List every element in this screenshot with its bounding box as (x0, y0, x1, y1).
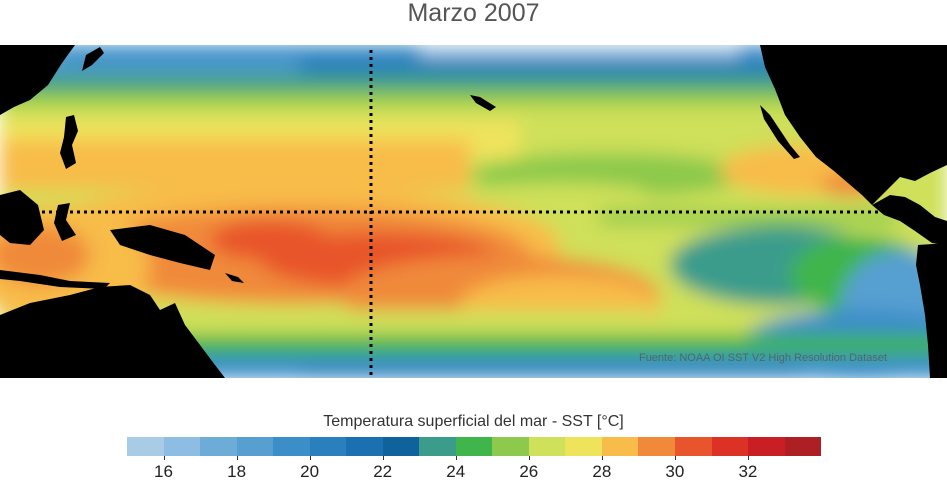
land-java-chain (0, 270, 110, 289)
colorbar-tick-label: 32 (738, 462, 758, 481)
colorbar-tick-label: 18 (227, 462, 247, 481)
colorbar-tick-label: 26 (519, 462, 539, 481)
colorbar-tick-mark (747, 456, 749, 460)
colorbar-bin (674, 437, 712, 456)
colorbar-tick-mark (236, 456, 238, 460)
colorbar-bin (163, 437, 201, 456)
land-cuba (870, 93, 930, 108)
land-baja (760, 105, 800, 159)
colorbar-tick-mark (601, 456, 603, 460)
sst-map: Fuente: NOAA OI SST V2 High Resolution D… (0, 45, 947, 378)
colorbar-bin (127, 437, 164, 456)
colorbar-tick-label: 16 (154, 462, 173, 481)
land-new-guinea (110, 225, 215, 270)
colorbar-tick-mark (382, 456, 384, 460)
colorbar-bin (601, 437, 639, 456)
land-solomon (225, 273, 244, 283)
colorbar-bin (748, 437, 785, 456)
land-hispaniola (934, 105, 947, 115)
colorbar-bin (273, 437, 310, 456)
land-south-america (916, 243, 947, 378)
colorbar-tick-label: 30 (665, 462, 685, 481)
colorbar-tick-mark (528, 456, 530, 460)
colorbar-bin (346, 437, 383, 456)
land-asia (0, 45, 75, 115)
colorbar-bin (784, 437, 822, 456)
colorbar-bin (309, 437, 347, 456)
colorbar-label: Temperatura superficial del mar - SST [°… (323, 413, 624, 430)
land-masses (0, 45, 947, 378)
colorbar-tick-label: 28 (592, 462, 612, 481)
land-north-america (760, 45, 947, 205)
colorbar-ticks: 16 18 20 22 24 26 28 30 32 (0, 456, 947, 481)
colorbar-tick-mark (455, 456, 457, 460)
colorbar-bin (455, 437, 493, 456)
land-central-america (872, 195, 947, 245)
colorbar (127, 437, 822, 456)
colorbar-tick-label: 24 (446, 462, 466, 481)
colorbar-bin (382, 437, 420, 456)
colorbar-bin (200, 437, 237, 456)
map-title: Marzo 2007 (407, 0, 540, 27)
land-borneo (0, 190, 44, 245)
colorbar-tick-label: 20 (300, 462, 320, 481)
colorbar-tick-mark (309, 456, 311, 460)
colorbar-bin (492, 437, 529, 456)
colorbar-bin (638, 437, 675, 456)
colorbar-tick-mark (674, 456, 676, 460)
colorbar-bin (711, 437, 749, 456)
land-philippines (60, 115, 78, 169)
source-note: Fuente: NOAA OI SST V2 High Resolution D… (639, 352, 887, 364)
land-australia (0, 285, 225, 378)
colorbar-tick-mark (163, 456, 165, 460)
colorbar-bin (528, 437, 566, 456)
land-japan (82, 47, 104, 71)
land-sulawesi (54, 203, 76, 241)
colorbar-bin (419, 437, 456, 456)
colorbar-tick-label: 22 (373, 462, 393, 481)
colorbar-bin (236, 437, 274, 456)
land-hawaii (470, 95, 496, 111)
colorbar-bin (565, 437, 602, 456)
